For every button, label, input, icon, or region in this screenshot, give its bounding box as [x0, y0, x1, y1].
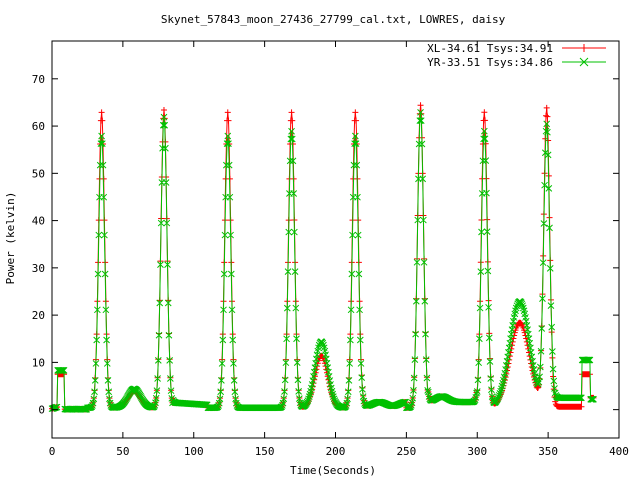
y-tick-label: 0	[38, 404, 45, 417]
x-tick-label: 350	[538, 445, 558, 458]
y-tick-label: 20	[32, 309, 45, 322]
series-yr	[48, 109, 597, 413]
legend-marker-yr	[579, 57, 589, 67]
x-tick-label: 50	[116, 445, 129, 458]
series-line-xl	[51, 105, 594, 410]
series-layer	[48, 102, 597, 413]
y-tick-label: 70	[32, 73, 45, 86]
series-line-yr	[51, 112, 594, 410]
series-markers-xl	[49, 102, 597, 413]
legend: XL-34.61 Tsys:34.91 YR-33.51 Tsys:34.86	[427, 42, 606, 69]
legend-label-xl: XL-34.61 Tsys:34.91	[427, 42, 553, 55]
chart-title: Skynet_57843_moon_27436_27799_cal.txt, L…	[161, 13, 506, 26]
legend-marker-xl	[580, 44, 588, 52]
axis-ticks: 0 50 100 150 200 250 300 350 400 0 10 20 30 40 50 60 70	[32, 41, 629, 458]
x-axis-label: Time(Seconds)	[290, 464, 376, 477]
y-tick-label: 40	[32, 215, 45, 228]
x-tick-label: 0	[49, 445, 56, 458]
x-tick-label: 100	[184, 445, 204, 458]
y-tick-label: 30	[32, 262, 45, 275]
plot-frame	[51, 40, 620, 439]
series-xl	[49, 102, 597, 413]
x-tick-label: 150	[255, 445, 275, 458]
x-tick-label: 400	[609, 445, 629, 458]
x-tick-label: 300	[467, 445, 487, 458]
y-tick-label: 10	[32, 356, 45, 369]
y-tick-label: 50	[32, 167, 45, 180]
y-tick-label: 60	[32, 120, 45, 133]
x-tick-label: 250	[396, 445, 416, 458]
series-markers-yr	[48, 109, 597, 413]
legend-label-yr: YR-33.51 Tsys:34.86	[427, 56, 553, 69]
x-tick-label: 200	[326, 445, 346, 458]
y-axis-label: Power (kelvin)	[4, 192, 17, 285]
